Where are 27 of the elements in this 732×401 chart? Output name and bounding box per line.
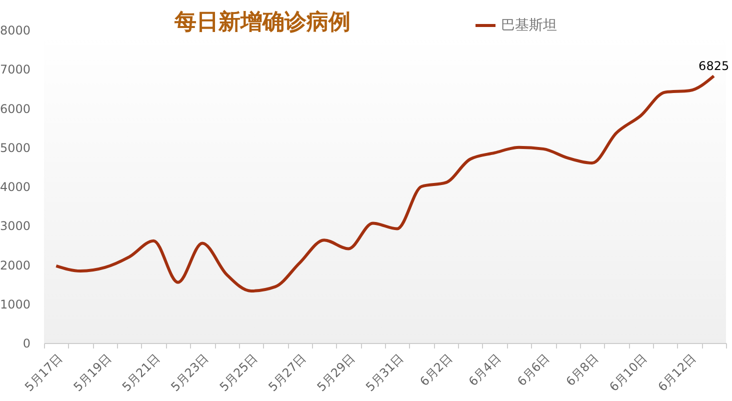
y-tick-label: 6000 (0, 102, 30, 116)
x-tick-label: 5月27日 (266, 351, 309, 394)
legend-label: 巴基斯坦 (501, 18, 557, 34)
x-tick-label: 6月12日 (655, 351, 698, 394)
y-tick-label: 5000 (0, 140, 30, 155)
x-tick-label: 5月19日 (70, 351, 114, 394)
chart-title: 每日新增确诊病例 (173, 9, 350, 35)
x-tick-label: 6月8日 (563, 351, 602, 389)
y-tick-label: 4000 (0, 180, 30, 194)
x-tick-label: 5月25日 (216, 351, 260, 394)
x-tick-label: 6月10日 (606, 351, 650, 394)
x-tick-label: 5月29日 (314, 351, 358, 394)
y-tick-label: 0 (22, 336, 30, 350)
x-tick-label: 6月2日 (417, 351, 455, 389)
x-tick-label: 5月23日 (168, 351, 212, 394)
x-tick-label: 6月6日 (514, 351, 552, 389)
x-tick-label: 5月17日 (22, 351, 66, 394)
data-label: 6825 (698, 58, 730, 73)
line-series (54, 74, 716, 292)
y-tick-label: 2000 (0, 258, 30, 272)
x-tick-label: 5月21日 (120, 351, 163, 394)
y-tick-label: 1000 (0, 297, 30, 312)
y-tick-label: 3000 (0, 219, 30, 234)
x-tick-label: 5月31日 (363, 351, 406, 394)
x-tick-label: 6月4日 (466, 351, 504, 389)
y-tick-label: 8000 (0, 24, 30, 38)
y-tick-label: 7000 (0, 62, 30, 77)
